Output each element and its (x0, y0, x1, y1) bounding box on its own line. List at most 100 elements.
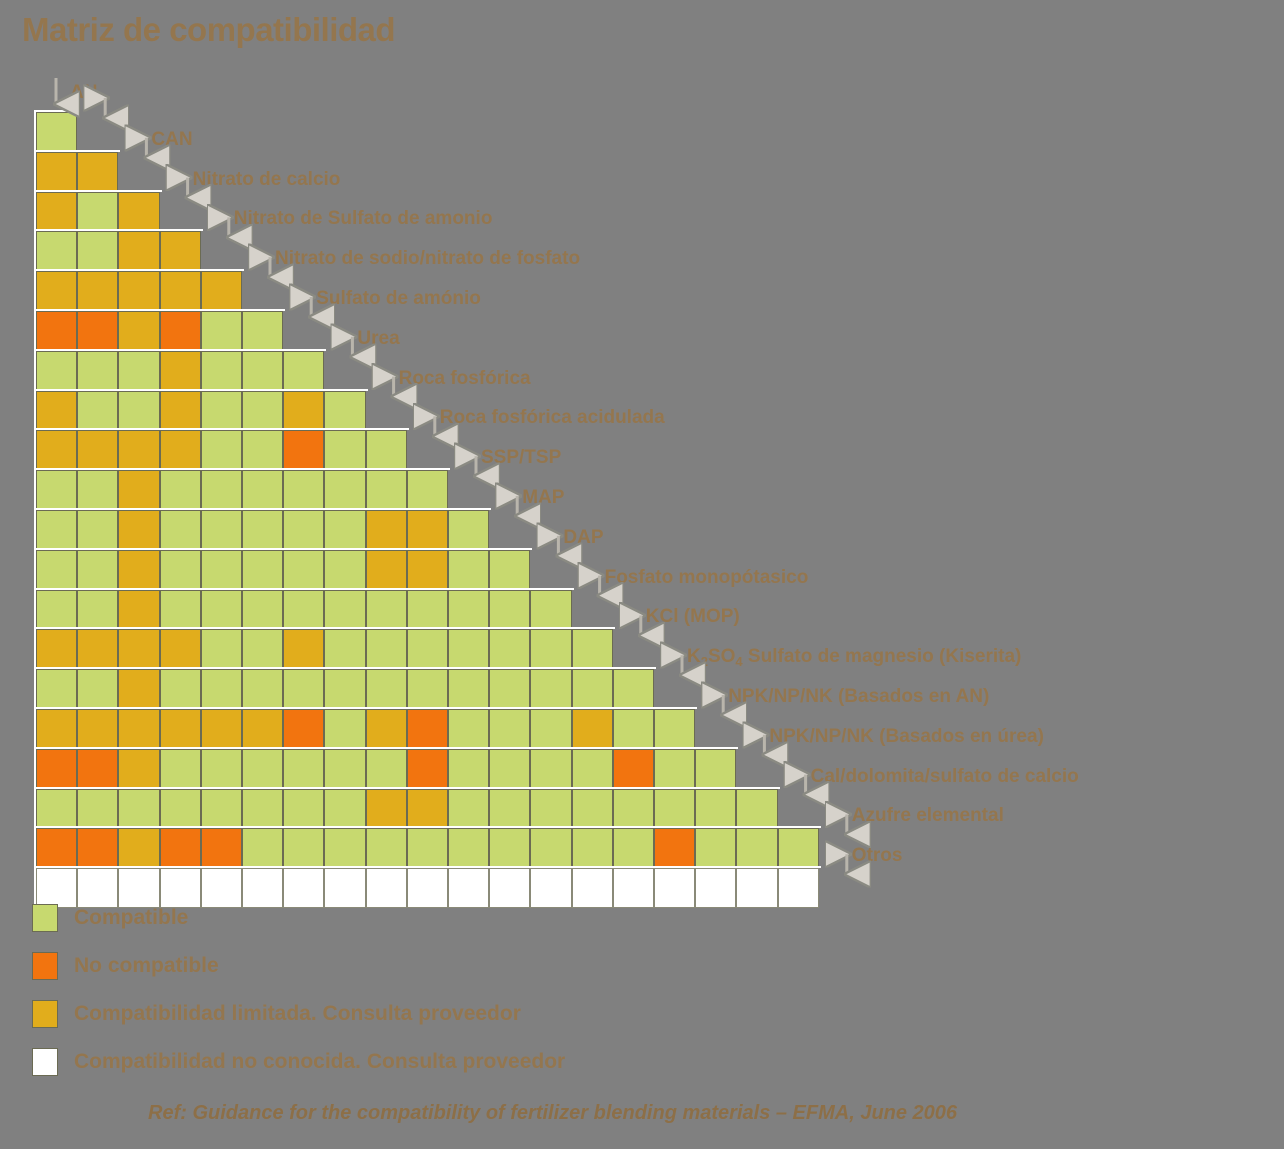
matrix-cell[interactable] (777, 868, 819, 908)
matrix-cell[interactable] (530, 868, 572, 908)
matrix-cell[interactable] (324, 748, 366, 789)
matrix-cell[interactable] (283, 669, 325, 709)
matrix-cell[interactable] (36, 589, 78, 630)
matrix-cell[interactable] (36, 311, 78, 351)
matrix-cell[interactable] (118, 231, 160, 272)
matrix-cell[interactable] (283, 629, 325, 670)
matrix-cell[interactable] (365, 748, 407, 789)
matrix-cell[interactable] (36, 390, 78, 431)
matrix-cell[interactable] (365, 549, 407, 590)
matrix-cell[interactable] (159, 510, 201, 550)
matrix-cell[interactable] (200, 390, 242, 431)
matrix-cell[interactable] (654, 868, 696, 908)
matrix-cell[interactable] (200, 271, 242, 311)
matrix-cell[interactable] (571, 748, 613, 789)
matrix-cell[interactable] (200, 828, 242, 869)
matrix-cell[interactable] (118, 271, 160, 311)
matrix-cell[interactable] (406, 828, 448, 869)
matrix-cell[interactable] (324, 430, 366, 471)
matrix-cell[interactable] (612, 709, 654, 749)
matrix-cell[interactable] (324, 828, 366, 869)
matrix-cell[interactable] (77, 510, 119, 550)
matrix-cell[interactable] (283, 350, 325, 391)
matrix-cell[interactable] (77, 788, 119, 829)
matrix-cell[interactable] (365, 669, 407, 709)
matrix-cell[interactable] (77, 470, 119, 510)
matrix-cell[interactable] (571, 709, 613, 749)
matrix-cell[interactable] (77, 629, 119, 670)
matrix-cell[interactable] (406, 549, 448, 590)
matrix-cell[interactable] (324, 629, 366, 670)
matrix-cell[interactable] (489, 868, 531, 908)
matrix-cell[interactable] (118, 868, 160, 908)
matrix-cell[interactable] (530, 629, 572, 670)
matrix-cell[interactable] (159, 350, 201, 391)
matrix-cell[interactable] (695, 788, 737, 829)
matrix-cell[interactable] (242, 589, 284, 630)
matrix-cell[interactable] (36, 669, 78, 709)
matrix-cell[interactable] (77, 868, 119, 908)
matrix-cell[interactable] (36, 271, 78, 311)
matrix-cell[interactable] (200, 311, 242, 351)
matrix-cell[interactable] (242, 788, 284, 829)
matrix-cell[interactable] (530, 589, 572, 630)
matrix-cell[interactable] (406, 629, 448, 670)
matrix-cell[interactable] (283, 868, 325, 908)
matrix-cell[interactable] (365, 470, 407, 510)
matrix-cell[interactable] (118, 470, 160, 510)
matrix-cell[interactable] (406, 748, 448, 789)
matrix-cell[interactable] (406, 589, 448, 630)
matrix-cell[interactable] (695, 828, 737, 869)
matrix-cell[interactable] (200, 709, 242, 749)
matrix-cell[interactable] (448, 748, 490, 789)
matrix-cell[interactable] (36, 629, 78, 670)
matrix-cell[interactable] (612, 828, 654, 869)
matrix-cell[interactable] (200, 430, 242, 471)
matrix-cell[interactable] (118, 788, 160, 829)
matrix-cell[interactable] (118, 709, 160, 749)
matrix-cell[interactable] (118, 669, 160, 709)
matrix-cell[interactable] (159, 709, 201, 749)
matrix-cell[interactable] (159, 788, 201, 829)
matrix-cell[interactable] (159, 271, 201, 311)
matrix-cell[interactable] (200, 868, 242, 908)
matrix-cell[interactable] (736, 788, 778, 829)
matrix-cell[interactable] (283, 709, 325, 749)
matrix-cell[interactable] (77, 151, 119, 192)
matrix-cell[interactable] (283, 549, 325, 590)
matrix-cell[interactable] (571, 669, 613, 709)
matrix-cell[interactable] (489, 748, 531, 789)
matrix-cell[interactable] (159, 669, 201, 709)
matrix-cell[interactable] (36, 748, 78, 789)
matrix-cell[interactable] (324, 669, 366, 709)
matrix-cell[interactable] (242, 549, 284, 590)
matrix-cell[interactable] (324, 868, 366, 908)
matrix-cell[interactable] (200, 549, 242, 590)
matrix-cell[interactable] (118, 311, 160, 351)
matrix-cell[interactable] (159, 589, 201, 630)
matrix-cell[interactable] (489, 549, 531, 590)
matrix-cell[interactable] (77, 390, 119, 431)
matrix-cell[interactable] (530, 788, 572, 829)
matrix-cell[interactable] (159, 231, 201, 272)
matrix-cell[interactable] (200, 748, 242, 789)
matrix-cell[interactable] (365, 868, 407, 908)
matrix-cell[interactable] (159, 748, 201, 789)
matrix-cell[interactable] (118, 191, 160, 232)
matrix-cell[interactable] (200, 669, 242, 709)
matrix-cell[interactable] (283, 788, 325, 829)
matrix-cell[interactable] (36, 430, 78, 471)
matrix-cell[interactable] (448, 709, 490, 749)
matrix-cell[interactable] (736, 868, 778, 908)
matrix-cell[interactable] (242, 629, 284, 670)
matrix-cell[interactable] (118, 510, 160, 550)
matrix-cell[interactable] (36, 788, 78, 829)
matrix-cell[interactable] (36, 549, 78, 590)
matrix-cell[interactable] (36, 151, 78, 192)
matrix-cell[interactable] (530, 669, 572, 709)
matrix-cell[interactable] (200, 629, 242, 670)
matrix-cell[interactable] (118, 430, 160, 471)
matrix-cell[interactable] (283, 828, 325, 869)
matrix-cell[interactable] (283, 430, 325, 471)
matrix-cell[interactable] (118, 748, 160, 789)
